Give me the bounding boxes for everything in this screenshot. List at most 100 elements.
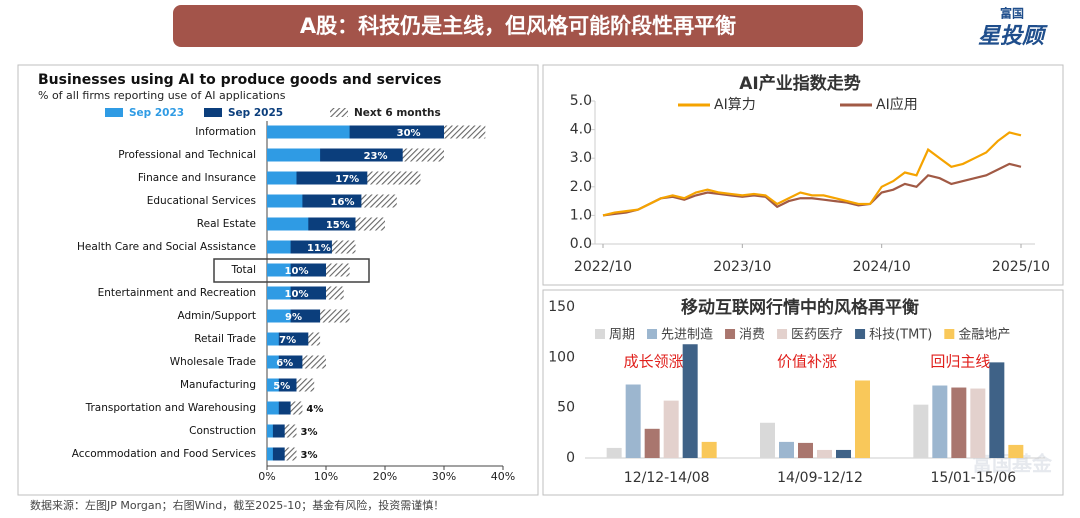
category-label: Educational Services [147, 195, 256, 207]
bar [267, 194, 303, 208]
bar [267, 125, 350, 139]
bar [267, 424, 273, 438]
bar [932, 385, 948, 458]
category-label: Total [230, 264, 256, 276]
legend-label: 先进制造 [661, 328, 713, 343]
bar [1008, 444, 1024, 458]
line [602, 162, 1022, 217]
panel [542, 64, 1064, 286]
legend-label: AI算力 [714, 97, 756, 113]
legend-swatch [204, 108, 222, 117]
value-label: 30% [397, 128, 421, 139]
category-label: Professional and Technical [118, 149, 256, 161]
x-tick-label: 2025/10 [992, 259, 1050, 275]
value-label: 6% [276, 358, 293, 369]
annotation: 回归主线 [930, 353, 990, 371]
value-label: 9% [285, 312, 302, 323]
bar [267, 401, 279, 415]
panel [17, 64, 539, 496]
x-tick-label: 30% [432, 470, 456, 483]
bar [267, 447, 273, 461]
bar [682, 344, 698, 458]
category-label: Accommodation and Food Services [72, 448, 256, 460]
category-label: Information [195, 126, 256, 138]
title-banner [173, 5, 863, 47]
category-label: Retail Trade [194, 333, 256, 345]
bar [267, 378, 279, 392]
y-tick-label: 150 [548, 299, 575, 315]
bar [625, 384, 641, 458]
highlight-box [213, 258, 370, 283]
chart-title: AI产业指数走势 [739, 73, 860, 94]
bar [267, 217, 309, 231]
x-tick-label: 10% [314, 470, 338, 483]
bar [267, 355, 279, 369]
y-tick-label: 50 [557, 400, 575, 416]
footer-source: 数据来源：左图JP Morgan；右图Wind，截至2025-10；基金有风险，… [30, 498, 444, 512]
value-label: 16% [331, 197, 355, 208]
bar [267, 240, 291, 254]
bar [701, 441, 717, 458]
y-tick-label: 4.0 [570, 122, 592, 138]
y-tick-label: 0 [566, 450, 575, 466]
legend-swatch [944, 329, 955, 339]
bar [989, 362, 1005, 458]
value-label: 3% [301, 450, 318, 461]
x-tick-label: 2023/10 [713, 259, 771, 275]
annotation: 价值补涨 [777, 353, 837, 371]
value-label: 15% [326, 220, 350, 231]
category-label: Manufacturing [180, 379, 256, 391]
bar [267, 263, 291, 277]
category-label: Wholesale Trade [170, 356, 256, 368]
legend-swatch [105, 108, 123, 117]
value-label: 17% [335, 174, 359, 185]
value-label: 5% [273, 381, 290, 392]
legend-swatch [647, 329, 658, 339]
logo-product: 星投顾 [978, 24, 1048, 49]
legend-label: 消费 [739, 328, 765, 343]
legend-label: AI应用 [876, 96, 918, 113]
y-tick-label: 5.0 [570, 93, 592, 109]
category-label: Transportation and Warehousing [85, 402, 256, 414]
legend-swatch [725, 329, 736, 339]
bar [267, 309, 291, 323]
bar [798, 442, 813, 458]
legend-swatch [595, 329, 605, 339]
bar [855, 380, 870, 458]
category-label: Construction [189, 425, 256, 437]
chart-title: 移动互联网行情中的风格再平衡 [681, 297, 919, 318]
value-label: 10% [285, 266, 309, 277]
logo-brand: 富国 [1000, 6, 1024, 21]
value-label: 7% [279, 335, 296, 346]
bar [267, 148, 321, 162]
x-tick-label: 14/09-12/12 [777, 470, 863, 486]
bar [663, 400, 679, 458]
y-tick-label: 1.0 [570, 207, 592, 223]
bar [779, 441, 794, 458]
bar [606, 447, 622, 458]
value-label: 23% [364, 151, 388, 162]
chart-subtitle: % of all firms reporting use of AI appli… [38, 89, 286, 102]
bar [267, 286, 291, 300]
x-tick-label: 2024/10 [853, 259, 911, 275]
bar [817, 449, 832, 458]
value-label: 10% [285, 289, 309, 300]
x-tick-label: 20% [373, 470, 397, 483]
value-label: 11% [307, 243, 331, 254]
legend-label: 医药医疗 [791, 328, 843, 343]
legend-swatch [777, 329, 788, 339]
line [602, 131, 1022, 217]
value-label: 3% [301, 427, 318, 438]
annotation: 成长领涨 [624, 353, 684, 371]
bar [951, 387, 967, 458]
y-tick-label: 0.0 [570, 236, 592, 252]
bar [644, 428, 660, 458]
legend-label: 科技(TMT) [869, 328, 932, 343]
bar [760, 422, 775, 458]
legend-swatch [855, 329, 866, 339]
category-label: Finance and Insurance [138, 172, 256, 184]
y-tick-label: 3.0 [570, 150, 592, 166]
bar [836, 449, 851, 458]
x-tick-label: 40% [491, 470, 515, 483]
